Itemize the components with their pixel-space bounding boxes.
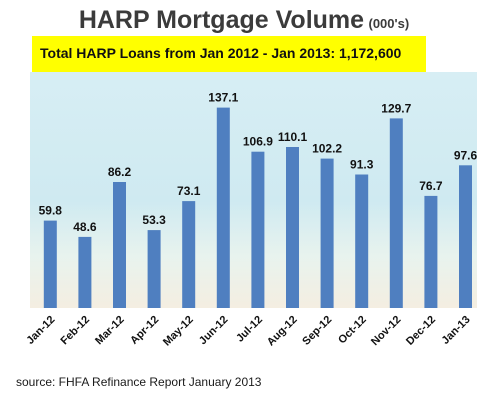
data-label-apr-12: 53.3 bbox=[142, 213, 166, 227]
bar-apr-12 bbox=[147, 230, 161, 308]
data-label-jul-12: 106.9 bbox=[243, 135, 273, 149]
total-loans-banner: Total HARP Loans from Jan 2012 - Jan 201… bbox=[32, 36, 426, 72]
x-tick-oct-12: Oct-12 bbox=[336, 314, 369, 347]
data-label-mar-12: 86.2 bbox=[108, 165, 132, 179]
bar-jul-12 bbox=[251, 151, 265, 308]
x-tick-aug-12: Aug-12 bbox=[265, 314, 300, 349]
data-label-oct-12: 91.3 bbox=[350, 158, 374, 172]
total-loans-text: Total HARP Loans from Jan 2012 - Jan 201… bbox=[40, 45, 402, 61]
bar-may-12 bbox=[182, 201, 196, 308]
data-label-jan-12: 59.8 bbox=[39, 204, 63, 218]
x-tick-jun-12: Jun-12 bbox=[197, 314, 231, 348]
data-label-jun-12: 137.1 bbox=[208, 91, 238, 105]
data-label-nov-12: 129.7 bbox=[381, 101, 411, 115]
data-label-feb-12: 48.6 bbox=[73, 220, 97, 234]
data-label-dec-12: 76.7 bbox=[419, 179, 443, 193]
bar-feb-12 bbox=[78, 236, 92, 308]
bar-mar-12 bbox=[113, 182, 126, 308]
data-label-sep-12: 102.2 bbox=[312, 142, 342, 156]
bar-aug-12 bbox=[286, 147, 299, 308]
bar-nov-12 bbox=[389, 118, 403, 309]
x-tick-dec-12: Dec-12 bbox=[404, 314, 438, 348]
bar-jan-13 bbox=[459, 165, 472, 308]
chart-title-text: HARP Mortgage Volume bbox=[78, 6, 365, 34]
data-label-aug-12: 110.1 bbox=[278, 130, 308, 144]
data-label-jan-13: 97.6 bbox=[454, 148, 478, 162]
bar-jan-12 bbox=[43, 220, 57, 308]
chart-unit: (000's) bbox=[368, 16, 410, 31]
x-tick-nov-12: Nov-12 bbox=[369, 314, 403, 348]
x-tick-jan-12: Jan-12 bbox=[24, 314, 57, 347]
x-tick-feb-12: Feb-12 bbox=[59, 314, 93, 348]
bar-dec-12 bbox=[424, 195, 438, 308]
x-tick-may-12: May-12 bbox=[161, 314, 196, 349]
source-note: source: FHFA Refinance Report January 20… bbox=[16, 375, 262, 389]
x-tick-sep-12: Sep-12 bbox=[300, 314, 334, 348]
x-tick-jul-12: Jul-12 bbox=[234, 314, 265, 345]
bar-oct-12 bbox=[355, 174, 369, 308]
x-tick-jan-13: Jan-13 bbox=[440, 314, 473, 347]
bar-sep-12 bbox=[320, 158, 334, 308]
x-tick-mar-12: Mar-12 bbox=[93, 314, 127, 348]
chart-title: HARP Mortgage Volume (000's) bbox=[0, 6, 488, 35]
data-label-may-12: 73.1 bbox=[177, 184, 201, 198]
bar-jun-12 bbox=[216, 107, 230, 308]
x-tick-apr-12: Apr-12 bbox=[128, 314, 161, 347]
